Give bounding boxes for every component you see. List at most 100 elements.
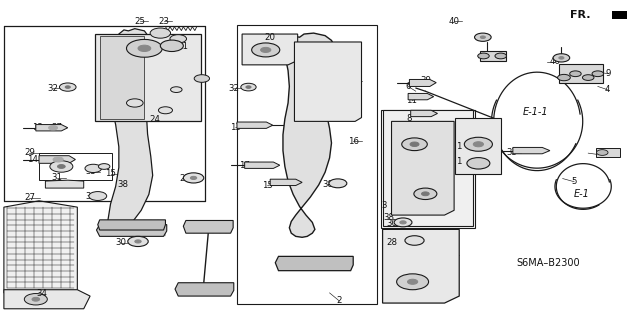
Text: 1: 1	[456, 142, 462, 151]
Circle shape	[99, 164, 110, 169]
Text: 9: 9	[606, 69, 611, 78]
Text: 38: 38	[383, 213, 394, 222]
Circle shape	[592, 71, 604, 77]
Text: E-1-1: E-1-1	[523, 107, 548, 117]
Text: 33: 33	[506, 148, 517, 157]
Text: 37: 37	[51, 122, 62, 132]
Polygon shape	[175, 283, 234, 296]
Text: 22: 22	[179, 174, 190, 183]
Polygon shape	[383, 110, 473, 226]
Circle shape	[596, 150, 608, 155]
Circle shape	[85, 164, 102, 173]
Polygon shape	[242, 34, 298, 65]
Circle shape	[89, 192, 107, 200]
Circle shape	[477, 53, 489, 59]
Text: 15: 15	[105, 169, 116, 178]
Text: 25: 25	[134, 17, 145, 26]
Circle shape	[405, 236, 424, 245]
Text: FR.: FR.	[570, 10, 591, 20]
Polygon shape	[237, 122, 273, 128]
Text: 8: 8	[406, 114, 412, 123]
Polygon shape	[383, 229, 460, 303]
Circle shape	[329, 179, 347, 188]
Circle shape	[127, 40, 163, 57]
Circle shape	[246, 86, 251, 88]
Text: 12: 12	[32, 123, 44, 132]
Polygon shape	[411, 110, 438, 117]
Polygon shape	[183, 220, 233, 233]
Bar	[612, 11, 627, 19]
Text: 25: 25	[158, 30, 169, 39]
Circle shape	[495, 53, 506, 59]
Polygon shape	[275, 256, 353, 271]
Polygon shape	[36, 124, 68, 131]
Circle shape	[559, 56, 564, 59]
Polygon shape	[98, 220, 166, 230]
Circle shape	[400, 221, 406, 224]
Text: 27: 27	[24, 193, 35, 202]
Circle shape	[135, 240, 141, 243]
Text: 2: 2	[337, 296, 342, 305]
Bar	[95, 34, 200, 122]
Text: 38: 38	[322, 180, 333, 189]
Text: 30: 30	[115, 238, 126, 247]
Circle shape	[128, 236, 148, 247]
Text: 40: 40	[449, 17, 460, 26]
Circle shape	[422, 192, 429, 196]
Polygon shape	[97, 225, 167, 236]
Circle shape	[32, 297, 40, 301]
Circle shape	[473, 142, 483, 147]
Circle shape	[402, 138, 428, 151]
Circle shape	[553, 54, 570, 62]
Circle shape	[161, 40, 183, 51]
Polygon shape	[4, 290, 90, 309]
Text: 16: 16	[348, 137, 358, 145]
Circle shape	[171, 87, 182, 93]
Text: 36: 36	[86, 192, 97, 202]
Text: 34: 34	[36, 289, 48, 298]
Text: 3: 3	[381, 201, 387, 210]
Circle shape	[467, 158, 490, 169]
Circle shape	[58, 165, 65, 168]
Text: 15: 15	[262, 181, 273, 190]
Circle shape	[474, 33, 491, 41]
Bar	[100, 36, 145, 119]
Text: 6: 6	[405, 82, 411, 91]
Text: 14: 14	[27, 155, 38, 164]
Text: 18: 18	[111, 220, 122, 229]
Bar	[237, 25, 378, 304]
Bar	[39, 153, 113, 180]
Circle shape	[260, 48, 271, 52]
Text: 18: 18	[184, 284, 195, 293]
Text: 1: 1	[456, 157, 462, 166]
Bar	[479, 51, 506, 61]
Circle shape	[194, 75, 209, 82]
Polygon shape	[4, 201, 77, 293]
Circle shape	[150, 28, 171, 38]
Text: E-1: E-1	[574, 189, 590, 199]
Circle shape	[24, 293, 47, 305]
Text: 28: 28	[386, 238, 397, 247]
Circle shape	[49, 125, 58, 130]
Text: 15: 15	[105, 70, 116, 79]
Text: 32: 32	[47, 84, 59, 93]
Text: 19: 19	[184, 220, 195, 229]
Circle shape	[557, 74, 570, 81]
Bar	[596, 148, 620, 157]
Circle shape	[127, 99, 143, 107]
Circle shape	[582, 75, 594, 80]
Text: 32: 32	[228, 84, 239, 93]
Polygon shape	[392, 122, 454, 215]
Circle shape	[241, 83, 256, 91]
Text: 26: 26	[118, 100, 129, 109]
Text: 10: 10	[481, 52, 492, 61]
Text: 11: 11	[406, 96, 417, 105]
Text: 30: 30	[386, 219, 397, 228]
Circle shape	[53, 157, 63, 162]
Circle shape	[465, 137, 492, 151]
Bar	[456, 118, 501, 174]
Text: 24: 24	[150, 115, 161, 124]
Text: 9: 9	[597, 150, 602, 159]
Polygon shape	[45, 180, 84, 188]
Bar	[381, 110, 475, 228]
